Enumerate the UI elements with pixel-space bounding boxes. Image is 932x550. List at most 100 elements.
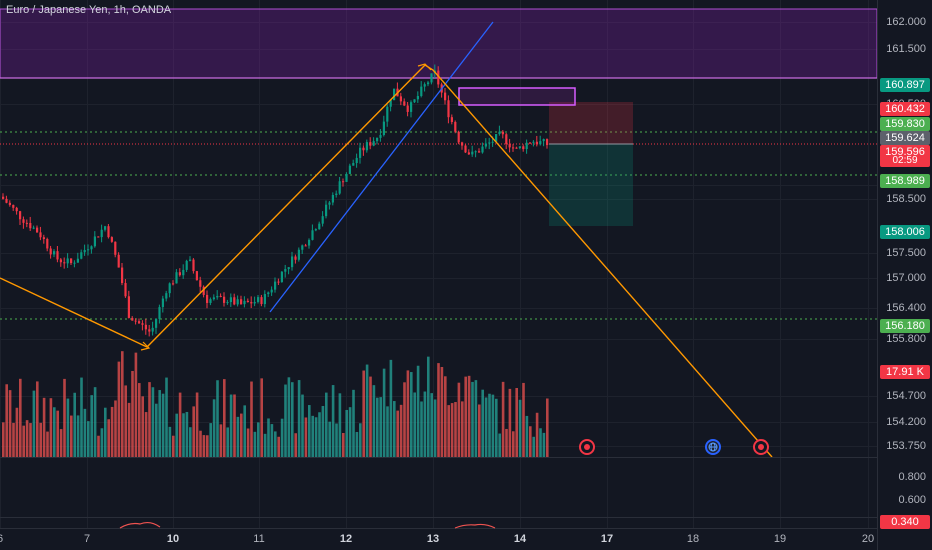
volume-bar <box>430 393 433 457</box>
stop-loss-zone[interactable] <box>549 102 633 144</box>
volume-bar <box>488 393 491 457</box>
candle-body <box>457 131 460 143</box>
channel-trendline[interactable] <box>269 21 494 313</box>
volume-bar <box>406 370 410 457</box>
volume-bar <box>457 382 461 457</box>
candle-body <box>297 249 300 260</box>
candle-body <box>403 101 406 106</box>
candle-body <box>359 147 362 158</box>
volume-bar <box>253 431 257 457</box>
price-badge: 160.897 <box>880 78 930 92</box>
volume-bar <box>199 430 202 457</box>
candle-body <box>138 321 141 324</box>
event-globe-icon[interactable] <box>705 439 721 455</box>
event-flag-icon-2[interactable] <box>753 439 769 455</box>
trend-arrow-icon <box>140 341 151 351</box>
candle-body <box>117 254 120 268</box>
volume-bar <box>49 398 53 457</box>
plot-background <box>0 0 877 550</box>
candle-body <box>56 251 59 260</box>
volume-bar <box>107 419 110 457</box>
volume-bar <box>365 364 369 457</box>
volume-bar <box>297 380 301 457</box>
volume-bar <box>291 382 294 457</box>
volume-bar <box>216 380 219 457</box>
volume-bar <box>478 404 481 457</box>
candle-body <box>542 139 545 142</box>
price-tick-label: 161.500 <box>886 43 926 55</box>
volume-bar <box>399 404 403 457</box>
candle-body <box>488 142 491 144</box>
volume-bar <box>461 401 464 457</box>
candle-body <box>148 329 151 332</box>
candle-body <box>430 73 433 83</box>
price-tick-label: 157.500 <box>886 247 926 259</box>
volume-bar <box>243 405 246 457</box>
candle-body <box>229 297 232 303</box>
candle-body <box>461 142 464 146</box>
volume-bar <box>15 407 19 457</box>
candle-body <box>63 262 66 264</box>
volume-bar <box>471 381 474 457</box>
candle-body <box>178 272 181 276</box>
volume-badge: 17.91 K <box>880 365 930 379</box>
candle-body <box>83 249 86 253</box>
candle-body <box>508 144 511 148</box>
volume-bar <box>267 418 270 457</box>
candle-body <box>209 299 212 303</box>
volume-bar <box>359 423 362 457</box>
candle-body <box>498 131 501 135</box>
candle-body <box>76 258 79 263</box>
candle-body <box>444 92 447 101</box>
candle-body <box>124 283 127 297</box>
price-badge: 159.830 <box>880 117 930 131</box>
volume-bar <box>29 423 32 457</box>
candle-body <box>345 173 348 182</box>
volume-bar <box>114 400 117 457</box>
candle-body <box>253 301 256 304</box>
candle-body <box>93 236 96 247</box>
price-tick-label: 158.500 <box>886 193 926 205</box>
candle-body <box>90 246 93 250</box>
candle-body <box>240 299 243 305</box>
volume-bar <box>515 388 518 457</box>
volume-bar <box>481 389 484 457</box>
event-flag-icon[interactable] <box>579 439 595 455</box>
trend-path[interactable] <box>0 64 773 458</box>
candle-body <box>70 258 73 264</box>
price-badge: 158.989 <box>880 174 930 188</box>
supply-box[interactable] <box>458 87 576 106</box>
volume-bar <box>223 379 226 457</box>
volume-bar <box>93 387 97 457</box>
volume-bars <box>2 351 549 457</box>
time-tick-label: 11 <box>253 533 265 545</box>
take-profit-zone[interactable] <box>549 144 633 226</box>
candle-body <box>437 70 440 85</box>
volume-bar <box>76 415 80 457</box>
volume-bar <box>331 385 335 457</box>
volume-bar <box>165 377 168 457</box>
volume-bar <box>495 398 498 457</box>
candle-body <box>342 181 345 183</box>
volume-bar <box>8 390 12 457</box>
volume-bar <box>97 435 100 457</box>
time-tick-label: 20 <box>861 533 875 545</box>
volume-bar <box>484 397 488 457</box>
candle-body <box>223 296 226 303</box>
candle-body <box>141 323 144 325</box>
candle-body <box>131 317 134 321</box>
volume-bar <box>423 391 427 457</box>
candle-body <box>328 202 331 205</box>
candle-body <box>321 216 324 224</box>
volume-bar <box>36 381 39 457</box>
volume-bar <box>240 413 243 457</box>
volume-bar <box>134 352 138 457</box>
candle-body <box>29 223 32 229</box>
volume-bar <box>328 421 331 457</box>
volume-bar <box>464 376 467 457</box>
volume-bar <box>348 407 352 457</box>
candle-body <box>144 324 147 330</box>
candle-body <box>192 259 195 272</box>
volume-bar <box>158 390 161 457</box>
